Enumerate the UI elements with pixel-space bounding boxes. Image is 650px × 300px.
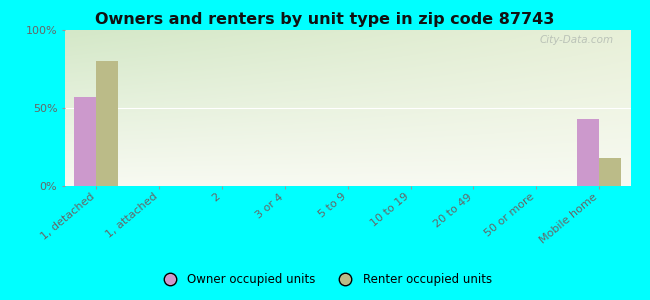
Legend: Owner occupied units, Renter occupied units: Owner occupied units, Renter occupied un… (153, 269, 497, 291)
Bar (577, 119, 599, 186)
Text: City-Data.com: City-Data.com (540, 35, 614, 45)
Bar (599, 158, 621, 186)
Text: Owners and renters by unit type in zip code 87743: Owners and renters by unit type in zip c… (96, 12, 554, 27)
Bar (96, 61, 118, 186)
Bar (74, 97, 96, 186)
